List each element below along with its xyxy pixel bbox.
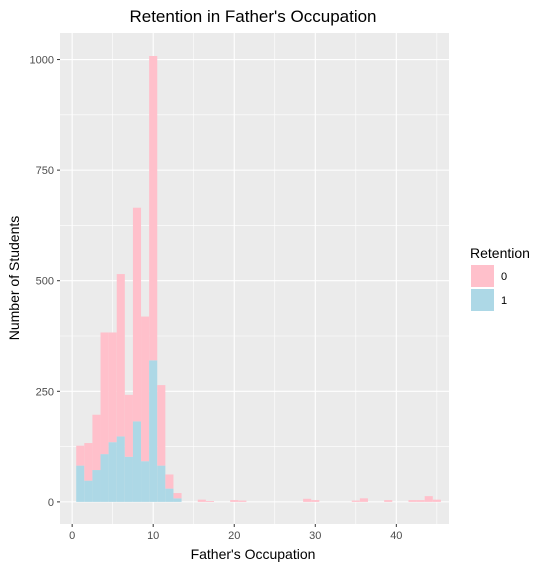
bar-retention-0 xyxy=(157,385,165,466)
legend-label-0: 0 xyxy=(501,271,507,283)
y-axis-title: Number of Students xyxy=(6,216,22,341)
bar-retention-1 xyxy=(76,466,84,502)
bar-retention-0 xyxy=(133,208,141,422)
bar-retention-1 xyxy=(165,489,173,502)
bar-retention-0 xyxy=(384,500,392,502)
bar-retention-1 xyxy=(149,360,157,502)
legend-title: Retention xyxy=(470,245,530,261)
bar-retention-0 xyxy=(417,500,425,502)
bar-retention-1 xyxy=(173,498,181,502)
legend-label-1: 1 xyxy=(501,295,507,307)
y-axis: 0 250 500 750 1000 xyxy=(30,55,60,509)
bar-retention-0 xyxy=(206,501,214,502)
bar-retention-0 xyxy=(92,415,100,470)
bar-retention-1 xyxy=(109,442,117,502)
bar-retention-0 xyxy=(433,500,441,502)
bar-retention-0 xyxy=(109,332,117,442)
y-tick-label: 500 xyxy=(36,276,54,288)
x-tick-label: 30 xyxy=(309,530,321,542)
bar-retention-0 xyxy=(360,498,368,502)
bar-retention-0 xyxy=(117,274,125,436)
chart-title: Retention in Father's Occupation xyxy=(129,7,376,26)
bar-retention-0 xyxy=(173,493,181,498)
bar-retention-1 xyxy=(101,454,109,502)
x-tick-label: 0 xyxy=(69,530,75,542)
bar-retention-0 xyxy=(165,474,173,488)
bar-retention-0 xyxy=(149,56,157,360)
bar-retention-0 xyxy=(311,500,319,502)
bar-retention-1 xyxy=(157,466,165,502)
bar-retention-0 xyxy=(198,500,206,502)
bar-retention-1 xyxy=(133,421,141,502)
bar-retention-0 xyxy=(76,446,84,466)
bar-retention-1 xyxy=(125,457,133,502)
bar-retention-1 xyxy=(141,461,149,502)
bar-retention-0 xyxy=(141,317,149,462)
bar-retention-1 xyxy=(84,481,92,502)
legend-key-0 xyxy=(471,265,494,287)
bar-retention-0 xyxy=(101,332,109,454)
bar-retention-0 xyxy=(352,501,360,502)
x-axis-title: Father's Occupation xyxy=(191,546,316,562)
y-tick-label: 0 xyxy=(48,497,54,509)
bar-retention-0 xyxy=(84,443,92,481)
bar-retention-0 xyxy=(303,499,311,502)
legend: Retention 0 1 xyxy=(470,245,530,311)
x-axis: 0 10 20 30 40 xyxy=(69,524,402,542)
y-tick-label: 1000 xyxy=(30,55,54,67)
bar-retention-0 xyxy=(408,500,416,502)
x-tick-label: 20 xyxy=(228,530,240,542)
bar-retention-0 xyxy=(230,500,238,502)
bar-retention-1 xyxy=(117,436,125,501)
bar-retention-0 xyxy=(238,501,246,502)
y-tick-label: 750 xyxy=(36,165,54,177)
x-tick-label: 10 xyxy=(147,530,159,542)
x-tick-label: 40 xyxy=(390,530,402,542)
legend-key-1 xyxy=(471,289,494,311)
y-tick-label: 250 xyxy=(36,386,54,398)
bar-retention-1 xyxy=(92,470,100,502)
bar-retention-0 xyxy=(125,395,133,457)
bar-retention-0 xyxy=(425,496,433,502)
